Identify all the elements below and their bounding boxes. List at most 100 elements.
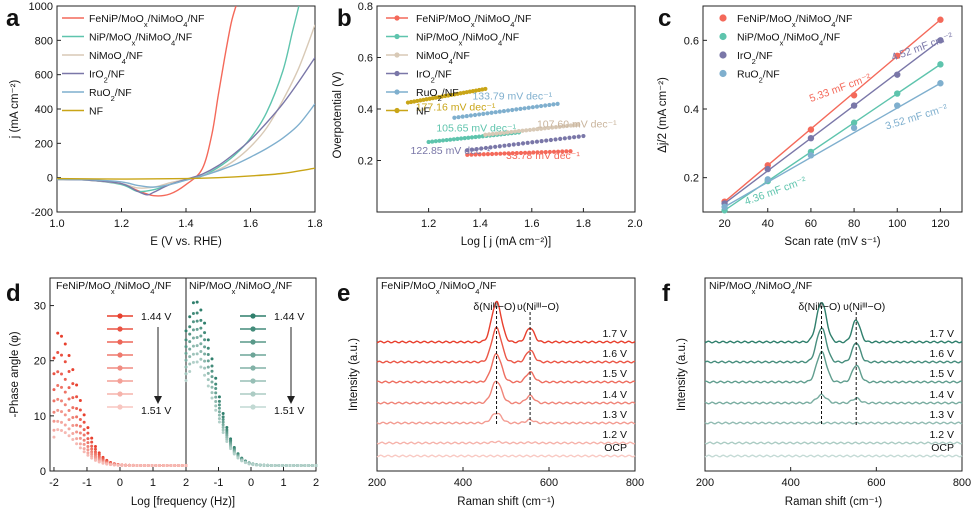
panel-b-point-NiMoO4 (505, 130, 510, 135)
panel-d-point (225, 426, 229, 430)
panel-d-point (120, 463, 124, 467)
panel-d-point (56, 370, 60, 374)
panel-b-point-FeNiP (560, 149, 565, 154)
panel-d-x-tick-label: -1 (214, 477, 224, 489)
panel-d-point (203, 338, 207, 342)
label-part: /NF (126, 50, 143, 62)
panel-a-y-tick-label: -200 (31, 207, 53, 219)
panel-d-point (206, 365, 210, 369)
label-part: FeNiP/ (416, 13, 448, 25)
panel-c-point-FeNiP (807, 126, 815, 133)
panel-b-legend-label: FeNiP/MoOx/NiMoO4/NF (416, 13, 531, 29)
panel-d-point (146, 463, 150, 467)
panel-b-point-NF (439, 94, 445, 99)
panel-b-point-IrO2 (520, 141, 526, 146)
panel-b-point-NF (464, 90, 469, 95)
panel-b-point-NiP (455, 136, 460, 142)
panel-b-point-IrO2 (474, 146, 479, 152)
panel-d-point (191, 312, 195, 316)
panel-b-point-NiP (466, 135, 471, 140)
panel-c-ylabel-group: Δj/2 (mA cm⁻²) (657, 77, 669, 153)
label-part: NiMoO (238, 280, 271, 292)
panel-b-point-RuO2 (543, 103, 548, 108)
panel-b-point-NiMoO4 (553, 125, 559, 130)
label-part: FeNiP/ (56, 280, 88, 292)
panel-d-point (199, 334, 203, 338)
panel-d-point (284, 463, 288, 467)
panel-b-point-IrO2 (502, 143, 507, 148)
panel-b-point-FeNiP (489, 151, 495, 157)
panel-b-ylabel-group: Overpotential (V) (332, 71, 344, 158)
panel-d-point (82, 447, 86, 451)
panel-d-point (154, 463, 158, 467)
label-part: MoO (109, 32, 132, 44)
panel-d-point (78, 417, 82, 421)
panel-c-point-RuO2 (937, 80, 944, 87)
panel-b-point-NiMoO4 (535, 127, 540, 132)
panel-b-point-NiMoO4 (509, 129, 514, 135)
panel-e-trace-label: 1.7 V (602, 328, 627, 340)
panel-d-point (52, 435, 56, 439)
panel-d-point (199, 318, 203, 322)
panel-b-point-NiMoO4 (498, 131, 503, 136)
panel-d-ylabel-group: -Phase angle (φ) (9, 331, 21, 417)
panel-label: c (658, 5, 671, 32)
panel-d-point (63, 431, 67, 435)
panel-d-point (203, 331, 207, 335)
panel-d-point (191, 328, 195, 332)
panel-b-point-NF (449, 92, 454, 98)
panel-d-point (86, 448, 90, 452)
panel-d-point (86, 453, 90, 457)
label-part: 4 (475, 287, 479, 296)
panel-f-trace-label: 1.3 V (929, 409, 954, 421)
panel-a-y-tick-label: 200 (35, 138, 53, 150)
panel-b-point-IrO2 (572, 135, 577, 140)
panel-b-point-NiMoO4 (512, 129, 518, 134)
panel-d-y-tick-label: 20 (34, 356, 46, 368)
panel-e-trace-label: 1.3 V (602, 409, 627, 421)
label-part: /NF (435, 69, 452, 81)
panel-b-point-IrO2 (493, 144, 498, 149)
panel-d-point (221, 415, 225, 419)
panel-b-point-RuO2 (551, 102, 556, 107)
label-part: 4 (831, 20, 835, 29)
panel-b-point-RuO2 (472, 112, 478, 118)
panel-e-trace (376, 326, 636, 364)
label-part: RuO (737, 69, 759, 81)
panel-e-xlabel: Raman shift (cm⁻¹) (457, 496, 555, 508)
panel-d-right-legend-marker (250, 352, 256, 358)
label-part: /NF (187, 13, 204, 25)
label-part: MoO (448, 13, 471, 25)
panel-d-left-legend-marker (117, 339, 123, 345)
panel-d-point (203, 366, 207, 370)
panel-f-trace-label: 1.7 V (929, 328, 954, 340)
label-part: x (436, 287, 440, 296)
panel-d-right-legend-marker (250, 391, 256, 397)
panel-d-point (90, 447, 94, 451)
label-part: /NF (479, 280, 496, 292)
panel-e-ylabel: Intensity (a.u.) (348, 338, 360, 411)
panel-a-y-tick-label: 400 (35, 104, 53, 116)
panel-c-point-IrO2 (807, 134, 815, 142)
panel-c-legend-label: RuO2/NF (737, 69, 780, 85)
panel-d-point (52, 388, 56, 392)
panel-b-point-NF (412, 99, 417, 104)
panel-d-point (75, 395, 79, 399)
panel-b-legend-marker (394, 89, 400, 95)
panel-d-point (67, 434, 71, 438)
panel-e-x-tick-label: 400 (454, 477, 472, 489)
panel-d-ylabel: -Phase angle (φ) (9, 331, 21, 417)
panel-b-point-IrO2 (488, 145, 493, 150)
panel-d-x-tick-label: -1 (82, 477, 92, 489)
panel-b-point-RuO2 (547, 102, 552, 108)
panel-d-point (188, 347, 192, 351)
panel-d-point (184, 345, 188, 349)
panel-b-point-FeNiP (564, 149, 569, 154)
panel-d-point (206, 338, 210, 342)
label-part: FeNiP/ (89, 13, 121, 25)
label-part: NiMoO (465, 32, 498, 44)
panel-d-point (90, 444, 94, 448)
panel-c-point-NiP (894, 90, 901, 97)
panel-d-point (97, 460, 101, 464)
panel-a-ylabel-group: j (mA cm⁻²) (9, 80, 21, 140)
